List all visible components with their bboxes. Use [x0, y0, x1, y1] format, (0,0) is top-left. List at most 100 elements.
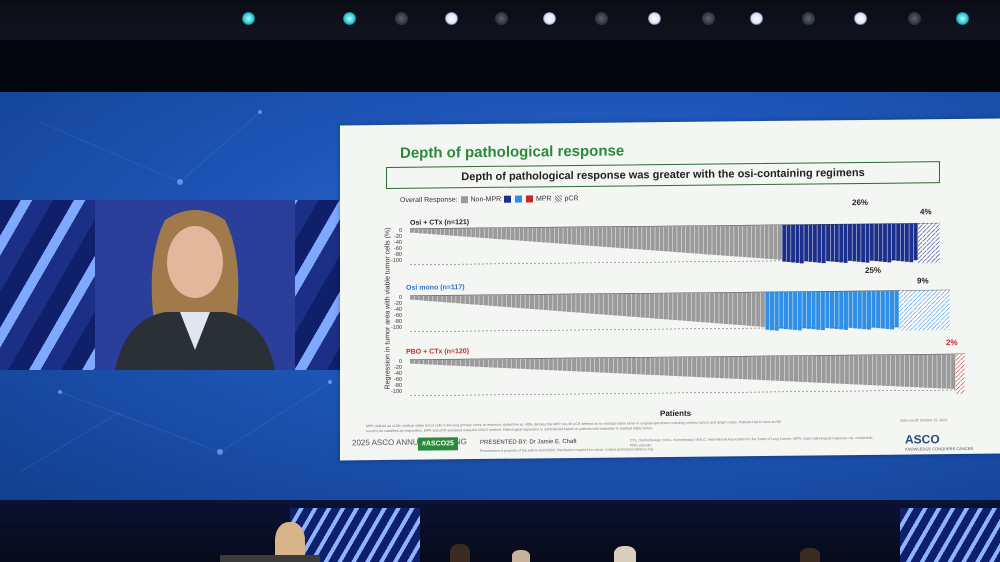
waterfall-bar [747, 225, 752, 258]
waterfall-bar [488, 294, 493, 306]
waterfall-bar [812, 355, 817, 383]
waterfall-bar [926, 223, 931, 264]
stage-light [543, 12, 556, 25]
waterfall-bar [636, 357, 641, 375]
waterfall-bar [849, 355, 854, 385]
waterfall-bar [733, 292, 738, 325]
waterfall-bar [783, 291, 788, 330]
waterfall-bar [410, 359, 415, 364]
waterfall-bar [446, 295, 452, 303]
waterfall-bar [608, 357, 613, 374]
stage-light [495, 12, 508, 25]
waterfall-bar [431, 228, 436, 235]
stage-light [854, 12, 867, 25]
waterfall-bar [669, 356, 674, 376]
waterfall-bar [511, 358, 516, 369]
waterfall-bar [525, 294, 530, 309]
waterfall-bar [629, 226, 633, 249]
waterfall-bar [878, 223, 883, 262]
waterfall-bar [782, 224, 787, 262]
waterfall-bar [537, 227, 541, 243]
waterfall-bar [756, 225, 760, 259]
waterfall-bar [909, 354, 914, 388]
waterfall-bar [886, 354, 891, 386]
waterfall-bar [793, 291, 798, 330]
waterfall-bar [423, 228, 428, 234]
waterfall-bar [751, 292, 756, 327]
presenter: PRESENTED BY: Dr Jamie E. Chaft [480, 438, 577, 446]
waterfall-bar [484, 227, 489, 239]
waterfall-bar [437, 295, 442, 302]
waterfall-bar [470, 359, 475, 367]
waterfall-bar [903, 290, 908, 331]
waterfall-bar [720, 225, 725, 256]
waterfall-bar [874, 223, 879, 262]
waterfall-bar [863, 354, 868, 385]
waterfall-bar [895, 354, 900, 387]
waterfall-bar [530, 294, 535, 310]
waterfall-bar [645, 293, 650, 318]
waterfall-bar [414, 295, 419, 301]
waterfall-bar [830, 224, 835, 262]
waterfall-bar [706, 356, 711, 378]
panelist [512, 550, 530, 562]
waterfall-bar [410, 295, 415, 300]
waterfall-bar [525, 358, 530, 370]
waterfall-bar [881, 354, 886, 386]
waterfall-bar [470, 295, 475, 305]
waterfall-bar [442, 359, 447, 366]
waterfall-bar [511, 294, 516, 308]
waterfall-bar [613, 357, 618, 374]
waterfall-bar [493, 227, 498, 239]
waterfall-bar [694, 225, 699, 254]
waterfall-bar [761, 355, 766, 381]
waterfall-bar [668, 225, 673, 252]
waterfall-bar [691, 292, 696, 322]
waterfall-bar [460, 359, 465, 367]
waterfall-bar [633, 226, 638, 250]
waterfall-bar [545, 227, 550, 243]
waterfall-bar [826, 355, 831, 384]
waterfall-bar [668, 292, 673, 320]
waterfall-bar [539, 294, 544, 310]
waterfall-bar [854, 355, 859, 385]
waterfall-bar [891, 223, 896, 261]
waterfall-bar [773, 224, 778, 260]
waterfall-bar [770, 291, 775, 331]
waterfall-bar [590, 357, 595, 373]
waterfall-bar [896, 223, 901, 261]
waterfall-bar [541, 227, 546, 243]
waterfall-bar [840, 355, 845, 384]
waterfall-bar [784, 355, 789, 382]
waterfall-bar [857, 290, 862, 329]
waterfall-bar [645, 357, 650, 375]
waterfall-bar [585, 357, 590, 372]
waterfall-bar [650, 357, 655, 375]
waterfall-bar [820, 291, 825, 331]
waterfall-bar [655, 357, 660, 376]
waterfall-bar [553, 294, 558, 311]
waterfall-bar [590, 293, 595, 314]
waterfall-bar [460, 295, 465, 304]
waterfall-bar [686, 292, 692, 322]
waterfall-bar [742, 225, 747, 258]
waterfall-bar [766, 355, 771, 381]
waterfall-bar [593, 226, 598, 247]
waterfall-bar [729, 225, 734, 257]
waterfall-bar [510, 227, 515, 241]
asco-tagline: KNOWLEDGE CONQUERS CANCER [905, 445, 974, 452]
waterfall-bar [918, 354, 923, 388]
waterfall-bar [414, 228, 419, 234]
waterfall-bar [563, 227, 568, 244]
speaker-photo [95, 200, 295, 370]
waterfall-bar [618, 357, 623, 374]
waterfall-bar [523, 227, 528, 242]
waterfall-bar [937, 354, 942, 389]
waterfall-bar [488, 358, 493, 368]
waterfall-bar [484, 358, 489, 368]
waterfall-bar [872, 354, 877, 386]
waterfall-bar [936, 290, 941, 331]
waterfall-bar [710, 292, 715, 323]
waterfall-bar [615, 226, 620, 248]
waterfall-bar [451, 295, 456, 303]
